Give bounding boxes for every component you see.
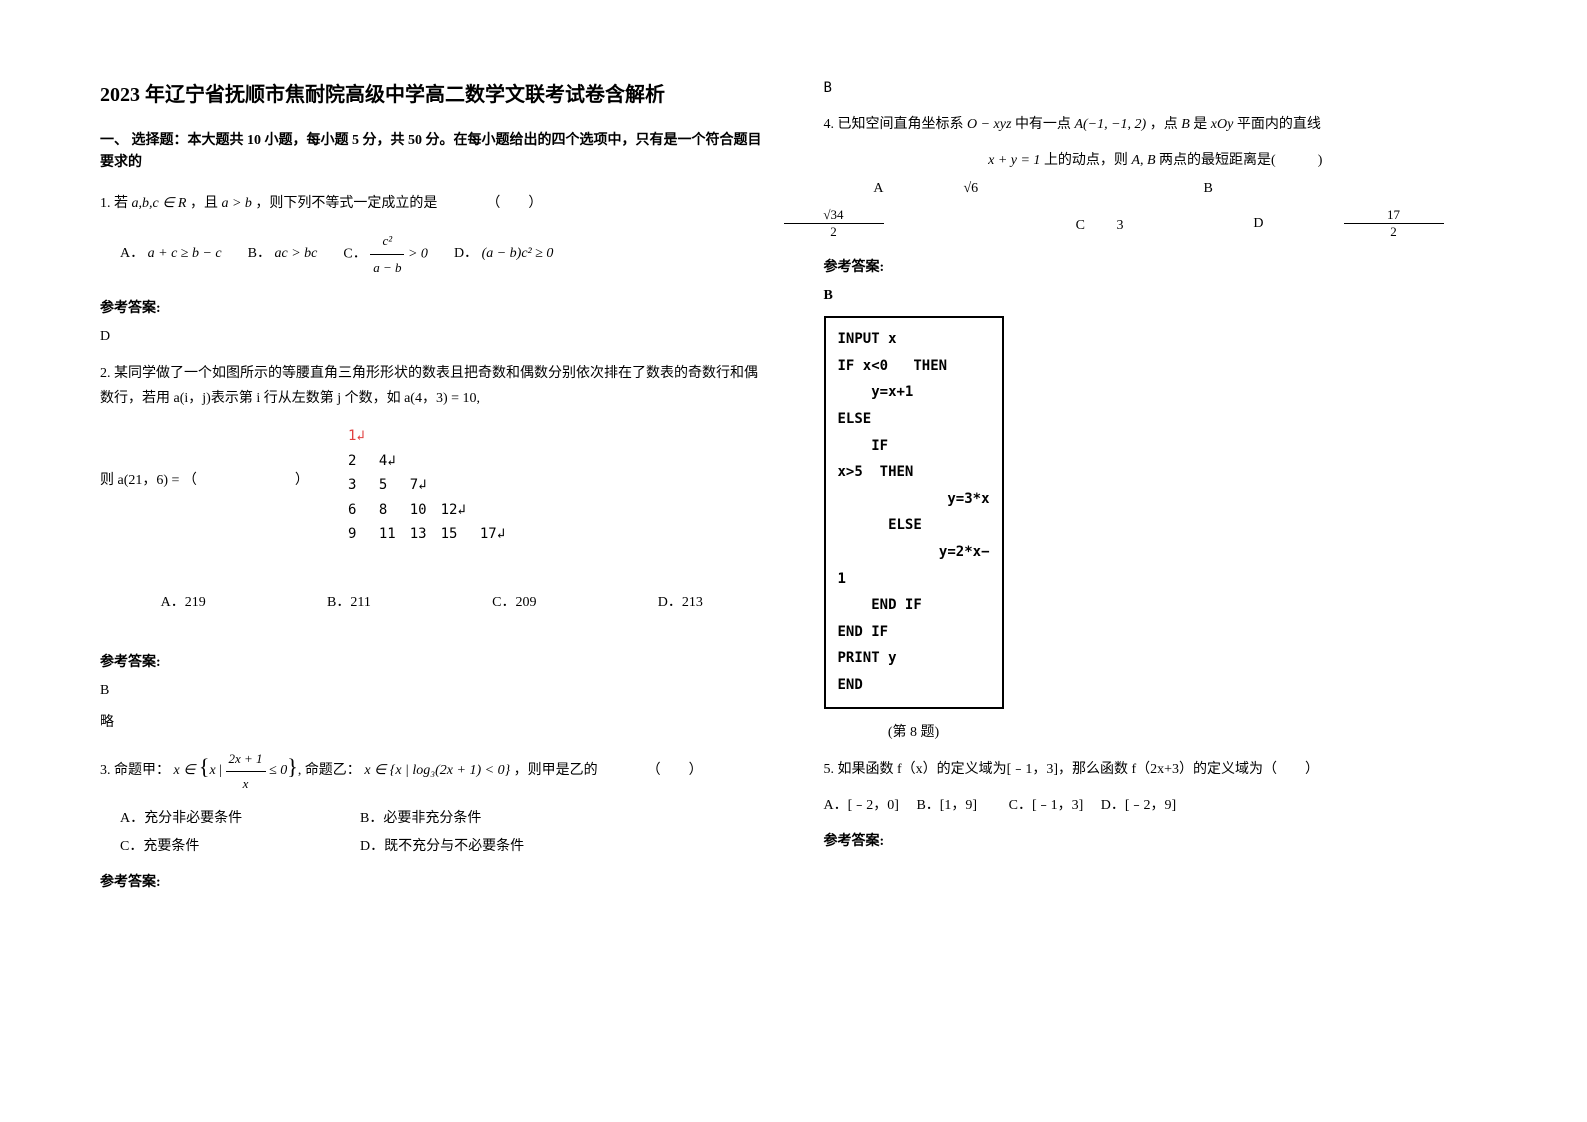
code-caption: (第 8 题) xyxy=(824,721,1004,741)
q1-answer: D xyxy=(100,329,764,345)
q1-opt-d: D． (a − b)c² ≥ 0 xyxy=(454,240,554,268)
q1-options: A． a + c ≥ b − c B． ac > bc C． c² a − b … xyxy=(120,228,764,281)
q4-row2-col2: C 3 xyxy=(964,214,1124,234)
q4-optB-label: B xyxy=(1204,181,1264,197)
q3-options-row1: A．充分非必要条件 B．必要非充分条件 xyxy=(120,807,764,827)
code-box: INPUT x IF x<0 THEN y=x+1 ELSE IF x>5 TH… xyxy=(824,316,1004,708)
q5-opt-b: B．[1，9] xyxy=(916,798,977,813)
q2-answer: B xyxy=(100,683,764,699)
q5-opt-c: C．[﹣1，3] xyxy=(1009,798,1084,813)
q2-options: A．219 B．211 C．209 D．213 xyxy=(100,591,764,611)
q3-opt-c: C．充要条件 xyxy=(120,835,360,855)
q3-options-row2: C．充要条件 D．既不充分与不必要条件 xyxy=(120,835,764,855)
q5-opt-d: D．[﹣2，9] xyxy=(1101,798,1176,813)
q2-note: 略 xyxy=(100,711,764,731)
q4-answer-label: 参考答案: xyxy=(824,256,1488,276)
q2-answer-label: 参考答案: xyxy=(100,651,764,671)
q3-opt-b: B．必要非充分条件 xyxy=(360,807,600,827)
document-title: 2023 年辽宁省抚顺市焦耐院高级中学高二数学文联考试卷含解析 xyxy=(100,80,764,110)
q5-answer-label: 参考答案: xyxy=(824,830,1488,850)
question-1: 1. 若 a,b,c ∈ R ，且 a > b ，则下列不等式一定成立的是 （ … xyxy=(100,191,764,216)
q1-ineq: a > b xyxy=(221,196,251,211)
q2-then: 则 a(21，6) = （ ） xyxy=(100,469,764,489)
q4-opt-b: √34 2 xyxy=(784,207,884,240)
question-3: 3. 命题甲： x ∈ {x | 2x + 1 x ≤ 0}, 命题乙： x ∈… xyxy=(100,747,764,795)
left-column: 2023 年辽宁省抚顺市焦耐院高级中学高二数学文联考试卷含解析 一、 选择题：本… xyxy=(100,80,764,1042)
q1-answer-label: 参考答案: xyxy=(100,297,764,317)
q1-tail: ，则下列不等式一定成立的是 （ ） xyxy=(255,196,542,211)
q1-and: ，且 xyxy=(190,196,218,211)
q4-options: A √6 B √34 2 C 3 D 17 2 xyxy=(824,181,1488,240)
q2-opt-d: D．213 xyxy=(658,591,703,611)
q1-opt-b: B． ac > bc xyxy=(248,240,318,268)
q2-opt-b: B．211 xyxy=(327,591,371,611)
q3-answer-label: 参考答案: xyxy=(100,871,764,891)
q3-set2: x ∈ {x | log₃(2x + 1) < 0} xyxy=(364,763,510,778)
q3-opt-d: D．既不充分与不必要条件 xyxy=(360,835,600,855)
q2-opt-c: C．209 xyxy=(492,591,536,611)
q5-options: A．[﹣2，0] B．[1，9] C．[﹣1，3] D．[﹣2，9] xyxy=(824,794,1488,814)
section-1-title: 一、 选择题：本大题共 10 小题，每小题 5 分，共 50 分。在每小题给出的… xyxy=(100,130,764,175)
q4-optD-label: D xyxy=(1204,216,1264,232)
q2-opt-a: A．219 xyxy=(161,591,206,611)
question-2: 2. 某同学做了一个如图所示的等腰直角三角形形状的数表且把奇数和偶数分别依次排在… xyxy=(100,361,764,411)
q4-optA-label: A xyxy=(824,181,884,197)
q4-answer: B xyxy=(824,288,1488,304)
q1-opt-c: C． c² a − b > 0 xyxy=(343,228,428,281)
q4-opt-a: √6 xyxy=(964,181,1124,197)
q3-answer: B xyxy=(824,80,1488,96)
q5-opt-a: A．[﹣2，0] xyxy=(824,798,899,813)
q1-opt-a: A． a + c ≥ b − c xyxy=(120,240,222,268)
q4-line: x + y = 1 上的动点，则 A, B 两点的最短距离是( ) xyxy=(824,149,1488,169)
q1-cond: a,b,c ∈ R xyxy=(132,196,187,211)
question-5: 5. 如果函数 f（x）的定义域为[﹣1，3]，那么函数 f（2x+3）的定义域… xyxy=(824,757,1488,782)
right-column: B 4. 已知空间直角坐标系 O − xyz 中有一点 A(−1, −1, 2)… xyxy=(824,80,1488,1042)
q4-opt-d: 17 2 xyxy=(1344,207,1444,240)
q3-set1: x ∈ {x | 2x + 1 x ≤ 0}, xyxy=(174,763,305,778)
q1-stem: 1. 若 xyxy=(100,196,128,211)
question-4: 4. 已知空间直角坐标系 O − xyz 中有一点 A(−1, −1, 2) ，… xyxy=(824,112,1488,137)
q3-opt-a: A．充分非必要条件 xyxy=(120,807,360,827)
